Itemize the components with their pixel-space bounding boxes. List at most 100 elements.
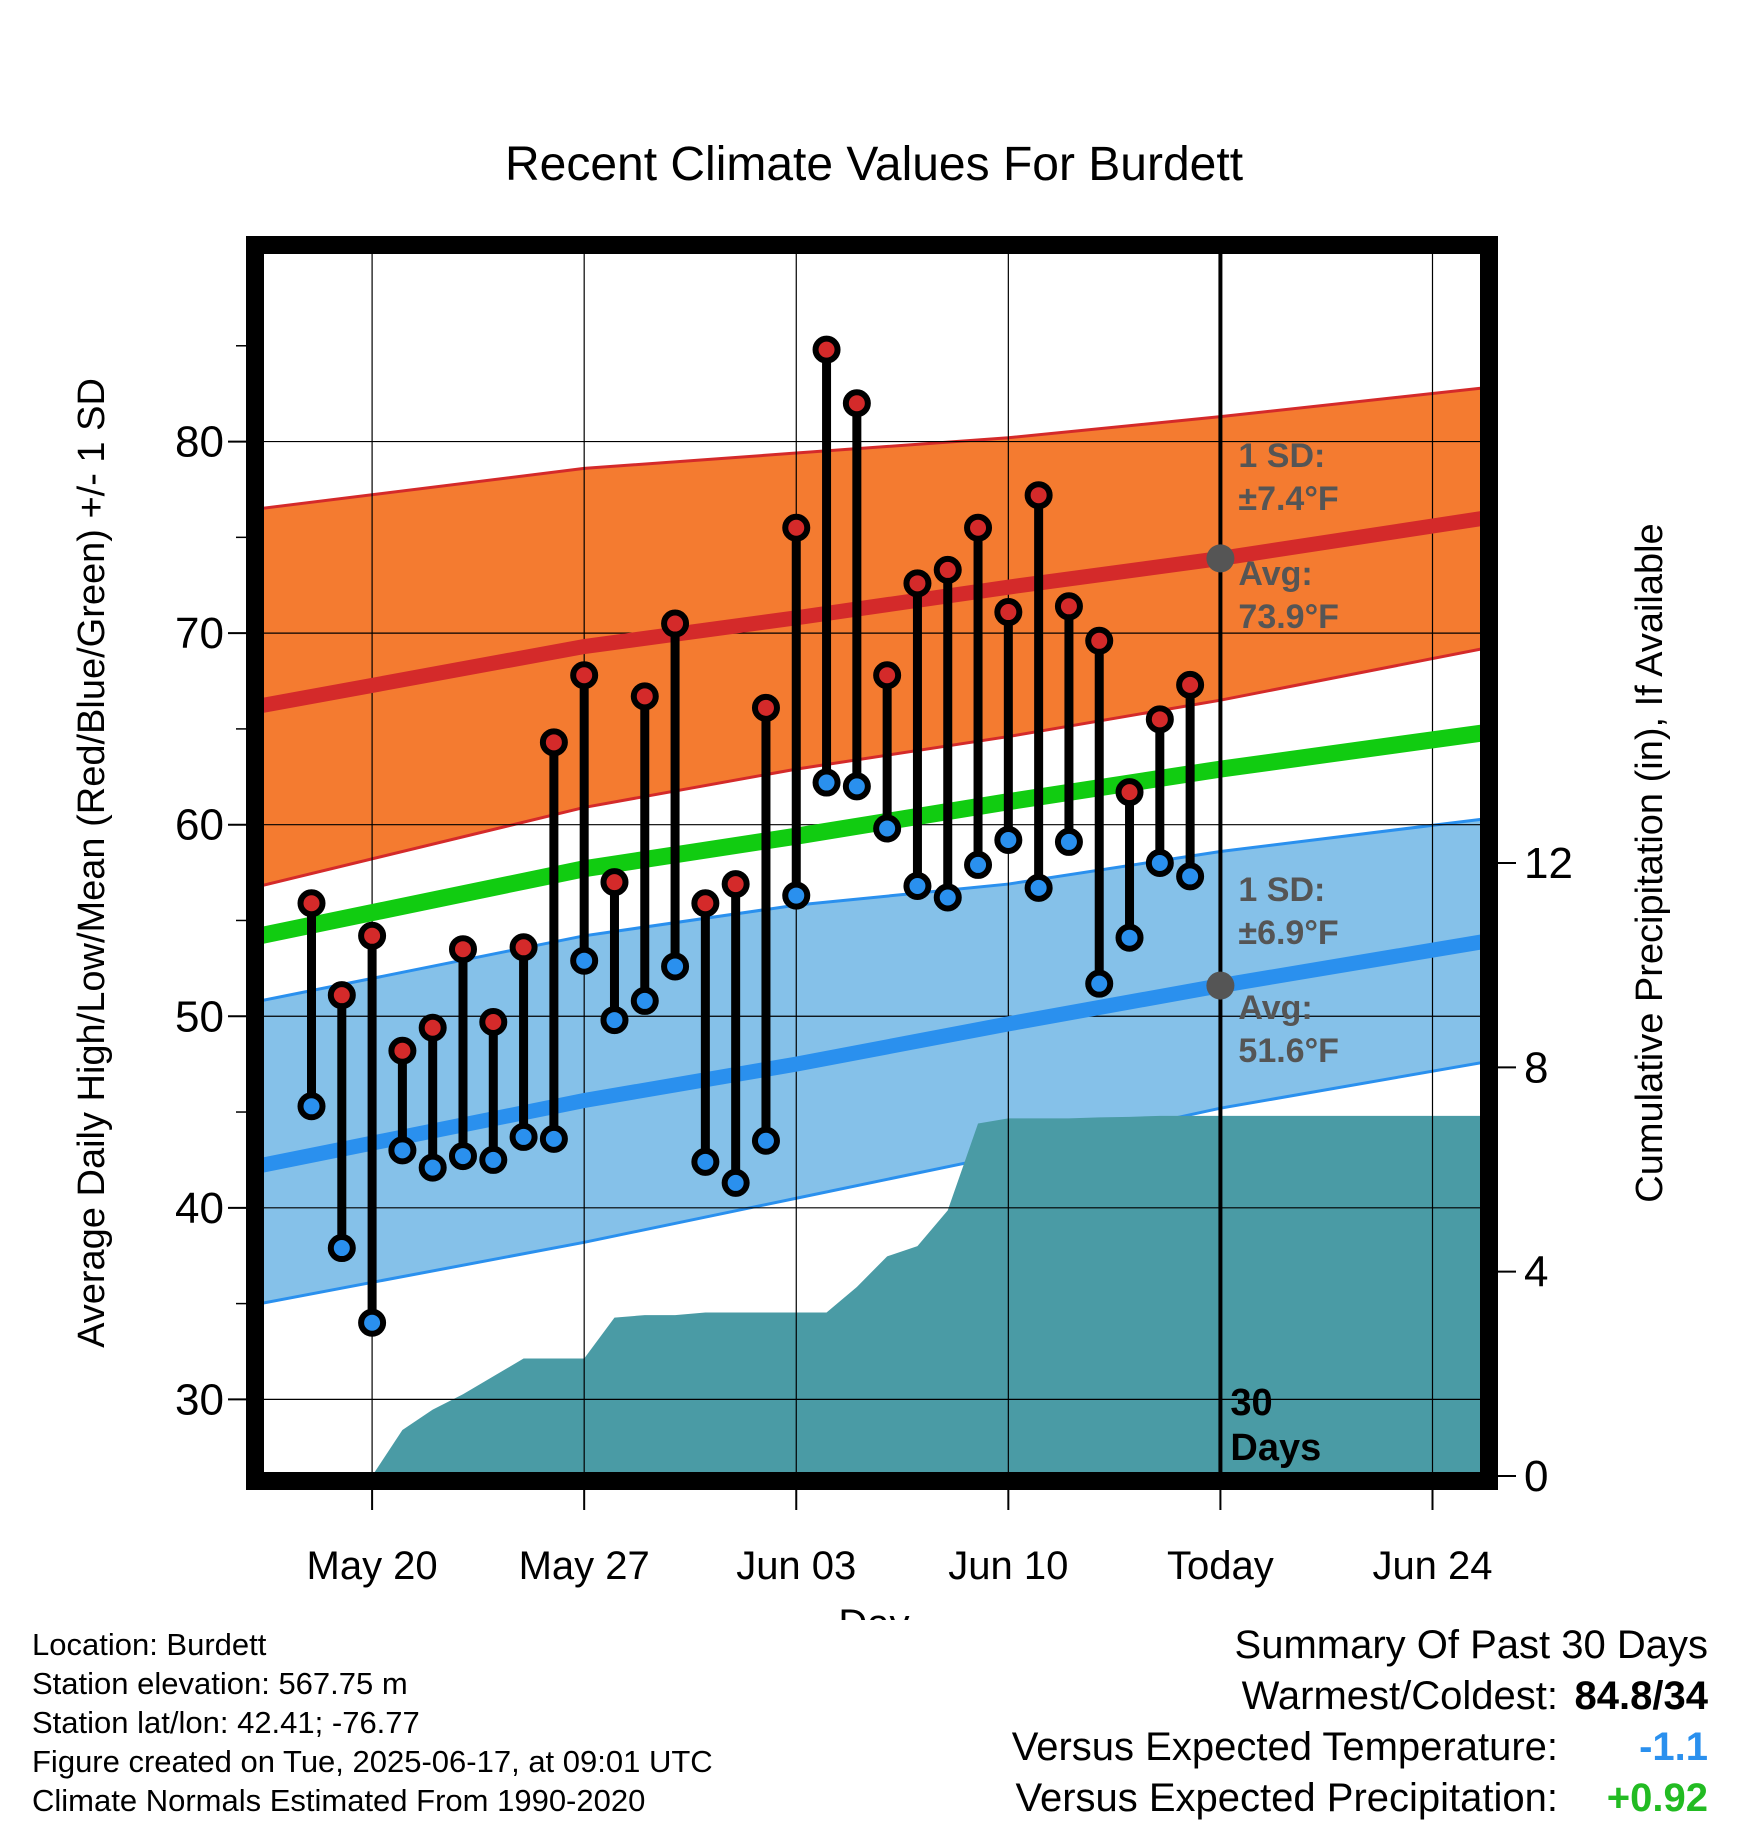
temp-vs-expected-label: Versus Expected Temperature: [1011,1725,1558,1769]
high-mean-line [260,510,1484,714]
overall-mean-line [260,724,1484,945]
low-point-13 [661,952,690,981]
low-sd-value: ±6.9°F [1238,914,1338,952]
low-point-5 [418,1153,447,1182]
x-tick-label-4: Today [1167,1544,1274,1588]
high-point-29 [1145,705,1174,734]
y-tick-label-70: 70 [175,609,224,658]
low-point-22 [933,883,962,912]
high-point-26 [1054,592,1083,621]
high-point-1 [297,889,326,918]
high-point-16 [751,693,780,722]
low-point-1 [297,1092,326,1121]
y-tick-label-60: 60 [175,801,224,850]
y-tick-label-80: 80 [175,418,224,467]
plot-area [260,250,1484,1476]
low-point-2 [327,1234,356,1263]
summary-title: Summary Of Past 30 Days [1234,1623,1708,1667]
today-low-avg-marker [1206,971,1235,1000]
high-point-8 [509,933,538,962]
x-tick-label-3: Jun 10 [948,1544,1068,1588]
high-point-5 [418,1013,447,1042]
y2-tick-label-4: 4 [1524,1248,1548,1297]
high-sd-band-lower-edge [260,646,1484,888]
high-sd-band [260,387,1484,886]
low-point-12 [630,986,659,1015]
warmest-value: 84.8/34 [1574,1674,1708,1718]
low-point-7 [479,1145,508,1174]
y2-tick-label-12: 12 [1524,839,1573,888]
precip-vs-expected-value: +0.92 [1606,1776,1708,1820]
created-text: Figure created on Tue, 2025-06-17, at 09… [32,1744,713,1779]
y2-tick-label-0: 0 [1524,1452,1548,1501]
low-sd-label: 1 SD: [1238,871,1325,909]
low-point-26 [1054,827,1083,856]
y-tick-label-40: 40 [175,1184,224,1233]
high-point-23 [964,513,993,542]
high-point-3 [358,921,387,950]
y-axis-label: Average Daily High/Low/Mean (Red/Blue/Gr… [71,378,113,1348]
low-point-27 [1085,969,1114,998]
precip-area [372,1115,1484,1476]
high-avg-label: Avg: [1238,555,1312,593]
high-avg-value: 73.9°F [1238,598,1339,636]
low-point-23 [964,850,993,879]
low-point-29 [1145,849,1174,877]
high-point-12 [630,682,659,711]
high-point-25 [1024,481,1053,510]
low-point-19 [842,772,871,801]
summary-precip-row: Versus Expected Precipitation: +0.92 [1012,1773,1708,1824]
low-point-10 [570,946,599,975]
high-sd-label: 1 SD: [1238,437,1325,475]
low-point-21 [903,871,932,900]
y-tick-label-50: 50 [175,992,224,1041]
high-point-13 [661,609,690,638]
high-point-30 [1176,670,1205,699]
elevation-text: Station elevation: 567.75 m [32,1666,408,1701]
climate-chart: Recent Climate Values For Burdett 1 SD: ±7… [71,138,1671,1620]
high-point-24 [994,598,1023,627]
station-info: Location: Burdett Station elevation: 567… [32,1625,713,1820]
high-point-17 [782,513,811,542]
low-mean-line [260,934,1484,1174]
location-text: Location: Burdett [32,1627,267,1662]
high-point-19 [842,389,871,418]
today-days-label-unit: Days [1230,1427,1321,1469]
low-point-28 [1115,923,1144,952]
y2-tick-label-8: 8 [1524,1043,1548,1092]
high-point-4 [388,1036,417,1065]
high-point-28 [1115,778,1144,807]
high-point-27 [1085,626,1114,655]
summary-temp-row: Versus Expected Temperature: -1.1 [1012,1722,1708,1773]
low-point-9 [539,1124,568,1153]
high-point-15 [721,870,750,899]
precip-vs-expected-label: Versus Expected Precipitation: [1015,1776,1558,1820]
high-point-14 [691,889,720,918]
high-point-7 [479,1007,508,1036]
plot-frame [246,236,1498,1490]
x-axis-label: Day [838,1602,909,1620]
low-point-14 [691,1147,720,1176]
low-point-6 [448,1142,477,1171]
x-tick-label-2: Jun 03 [736,1544,856,1588]
low-point-24 [994,826,1023,855]
low-avg-label: Avg: [1238,989,1312,1027]
low-sd-band-lower-edge [260,1060,1484,1306]
high-point-2 [327,981,356,1010]
low-point-11 [600,1006,629,1035]
summary-panel: Summary Of Past 30 Days Warmest/Coldest:… [1012,1620,1708,1824]
latlon-text: Station lat/lon: 42.41; -76.77 [32,1705,420,1740]
high-point-11 [600,868,629,897]
high-point-9 [539,728,568,757]
low-avg-value: 51.6°F [1238,1032,1339,1070]
chart-title: Recent Climate Values For Burdett [505,138,1243,191]
warmest-label: Warmest/Coldest: [1241,1674,1558,1718]
high-point-22 [933,555,962,584]
low-point-15 [721,1168,750,1197]
low-point-16 [751,1126,780,1155]
low-point-25 [1024,873,1053,902]
normals-text: Climate Normals Estimated From 1990-2020 [32,1783,646,1818]
high-point-18 [812,335,841,364]
low-point-3 [358,1308,387,1337]
high-point-6 [448,935,477,964]
